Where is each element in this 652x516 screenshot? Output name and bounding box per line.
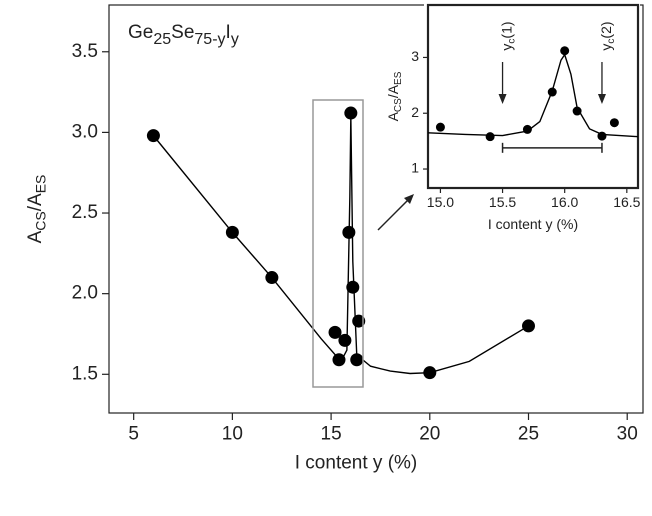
y-tick-label: 3.5 [72, 41, 98, 62]
y-axis-label-part: /A [25, 193, 46, 211]
plot-frame [426, 3, 640, 190]
data-point [265, 271, 279, 285]
y-axis-label-subscript: CS [32, 211, 48, 230]
zoom-arrow [377, 195, 413, 231]
data-point [609, 118, 619, 128]
annotation-label-part: y [498, 44, 514, 51]
x-tick-label: 16.0 [551, 194, 578, 210]
chart-title-part: Ge [128, 22, 153, 43]
chart-title-part: Se [171, 22, 194, 43]
data-point [560, 46, 570, 56]
data-point [338, 333, 352, 347]
annotation-label-part: (1) [498, 21, 514, 38]
y-tick-label: 1.5 [72, 363, 98, 384]
y-axis-label-subscript: ES [393, 71, 404, 85]
x-tick-label: 10 [222, 423, 243, 444]
y-tick-label: 2.0 [72, 283, 98, 304]
y-tick-label: 2.5 [72, 202, 98, 223]
data-point [547, 87, 557, 97]
x-axis-label: I content y (%) [488, 216, 578, 232]
plot-frame [108, 4, 644, 414]
data-point [572, 106, 582, 116]
main-chart: 5 10 15 20 25 30 1.5 2.0 2.5 3.0 3.5 I content y (%… [25, 4, 644, 474]
chart-title: Ge25Se75-yIy [128, 22, 239, 48]
chart-title-subscript: 75-y [194, 31, 225, 48]
annotation-label-part: (2) [598, 21, 614, 38]
x-tick-label: 15.5 [489, 194, 516, 210]
annotation-arrowhead [498, 94, 507, 104]
x-tick-label: 15 [321, 423, 342, 444]
annotation-label-subscript: c [506, 39, 517, 44]
y-axis-label: ACS/AES [25, 175, 48, 244]
chart-title-part: I [226, 22, 231, 43]
y-tick-label: 3 [411, 48, 419, 64]
annotation-arrowhead [597, 94, 606, 104]
x-tick-label: 16.5 [613, 194, 640, 210]
data-point [225, 225, 239, 239]
y-axis-label-part: A [385, 111, 401, 121]
data-point [522, 319, 536, 333]
annotation-label-subscript: c [606, 39, 617, 44]
inset-chart: 15.0 15.5 16.0 16.5 1 2 3 I content y (%) ACS/AE… [385, 3, 641, 232]
data-point [346, 280, 360, 294]
x-tick-label: 15.0 [427, 194, 454, 210]
fit-curve [152, 116, 529, 375]
data-point [344, 106, 358, 120]
y-axis-label-part: A [25, 230, 46, 243]
x-axis-label: I content y (%) [295, 453, 418, 474]
data-point [352, 314, 366, 328]
x-tick-label: 30 [617, 423, 638, 444]
chart-title-subscript: 25 [153, 31, 171, 48]
chart-title-subscript: y [231, 31, 239, 48]
x-tick-label: 20 [419, 423, 440, 444]
y-tick-label: 1 [411, 160, 419, 176]
data-point [423, 366, 437, 380]
data-point [597, 131, 607, 141]
y-axis-label: ACS/AES [385, 71, 404, 121]
annotation-label: yc(1) [498, 21, 517, 50]
zoom-arrowhead [404, 194, 414, 204]
y-axis-label-subscript: CS [393, 98, 404, 112]
y-axis-label-subscript: ES [32, 175, 48, 194]
data-point [522, 124, 532, 134]
fit-curve [427, 53, 639, 138]
y-tick-label: 2 [411, 104, 419, 120]
x-tick-label: 25 [518, 423, 539, 444]
data-point [146, 129, 160, 143]
data-point [332, 353, 346, 367]
highlight-box [312, 99, 364, 388]
data-point [342, 225, 356, 239]
y-axis-label-part: /A [385, 84, 401, 98]
x-tick-label: 5 [128, 423, 139, 444]
data-point [435, 122, 445, 132]
annotation-label-part: y [598, 44, 614, 51]
annotation-label: yc(2) [598, 21, 617, 50]
data-point [485, 132, 495, 142]
data-point [328, 325, 342, 339]
data-point [350, 353, 364, 367]
y-tick-label: 3.0 [72, 121, 98, 142]
